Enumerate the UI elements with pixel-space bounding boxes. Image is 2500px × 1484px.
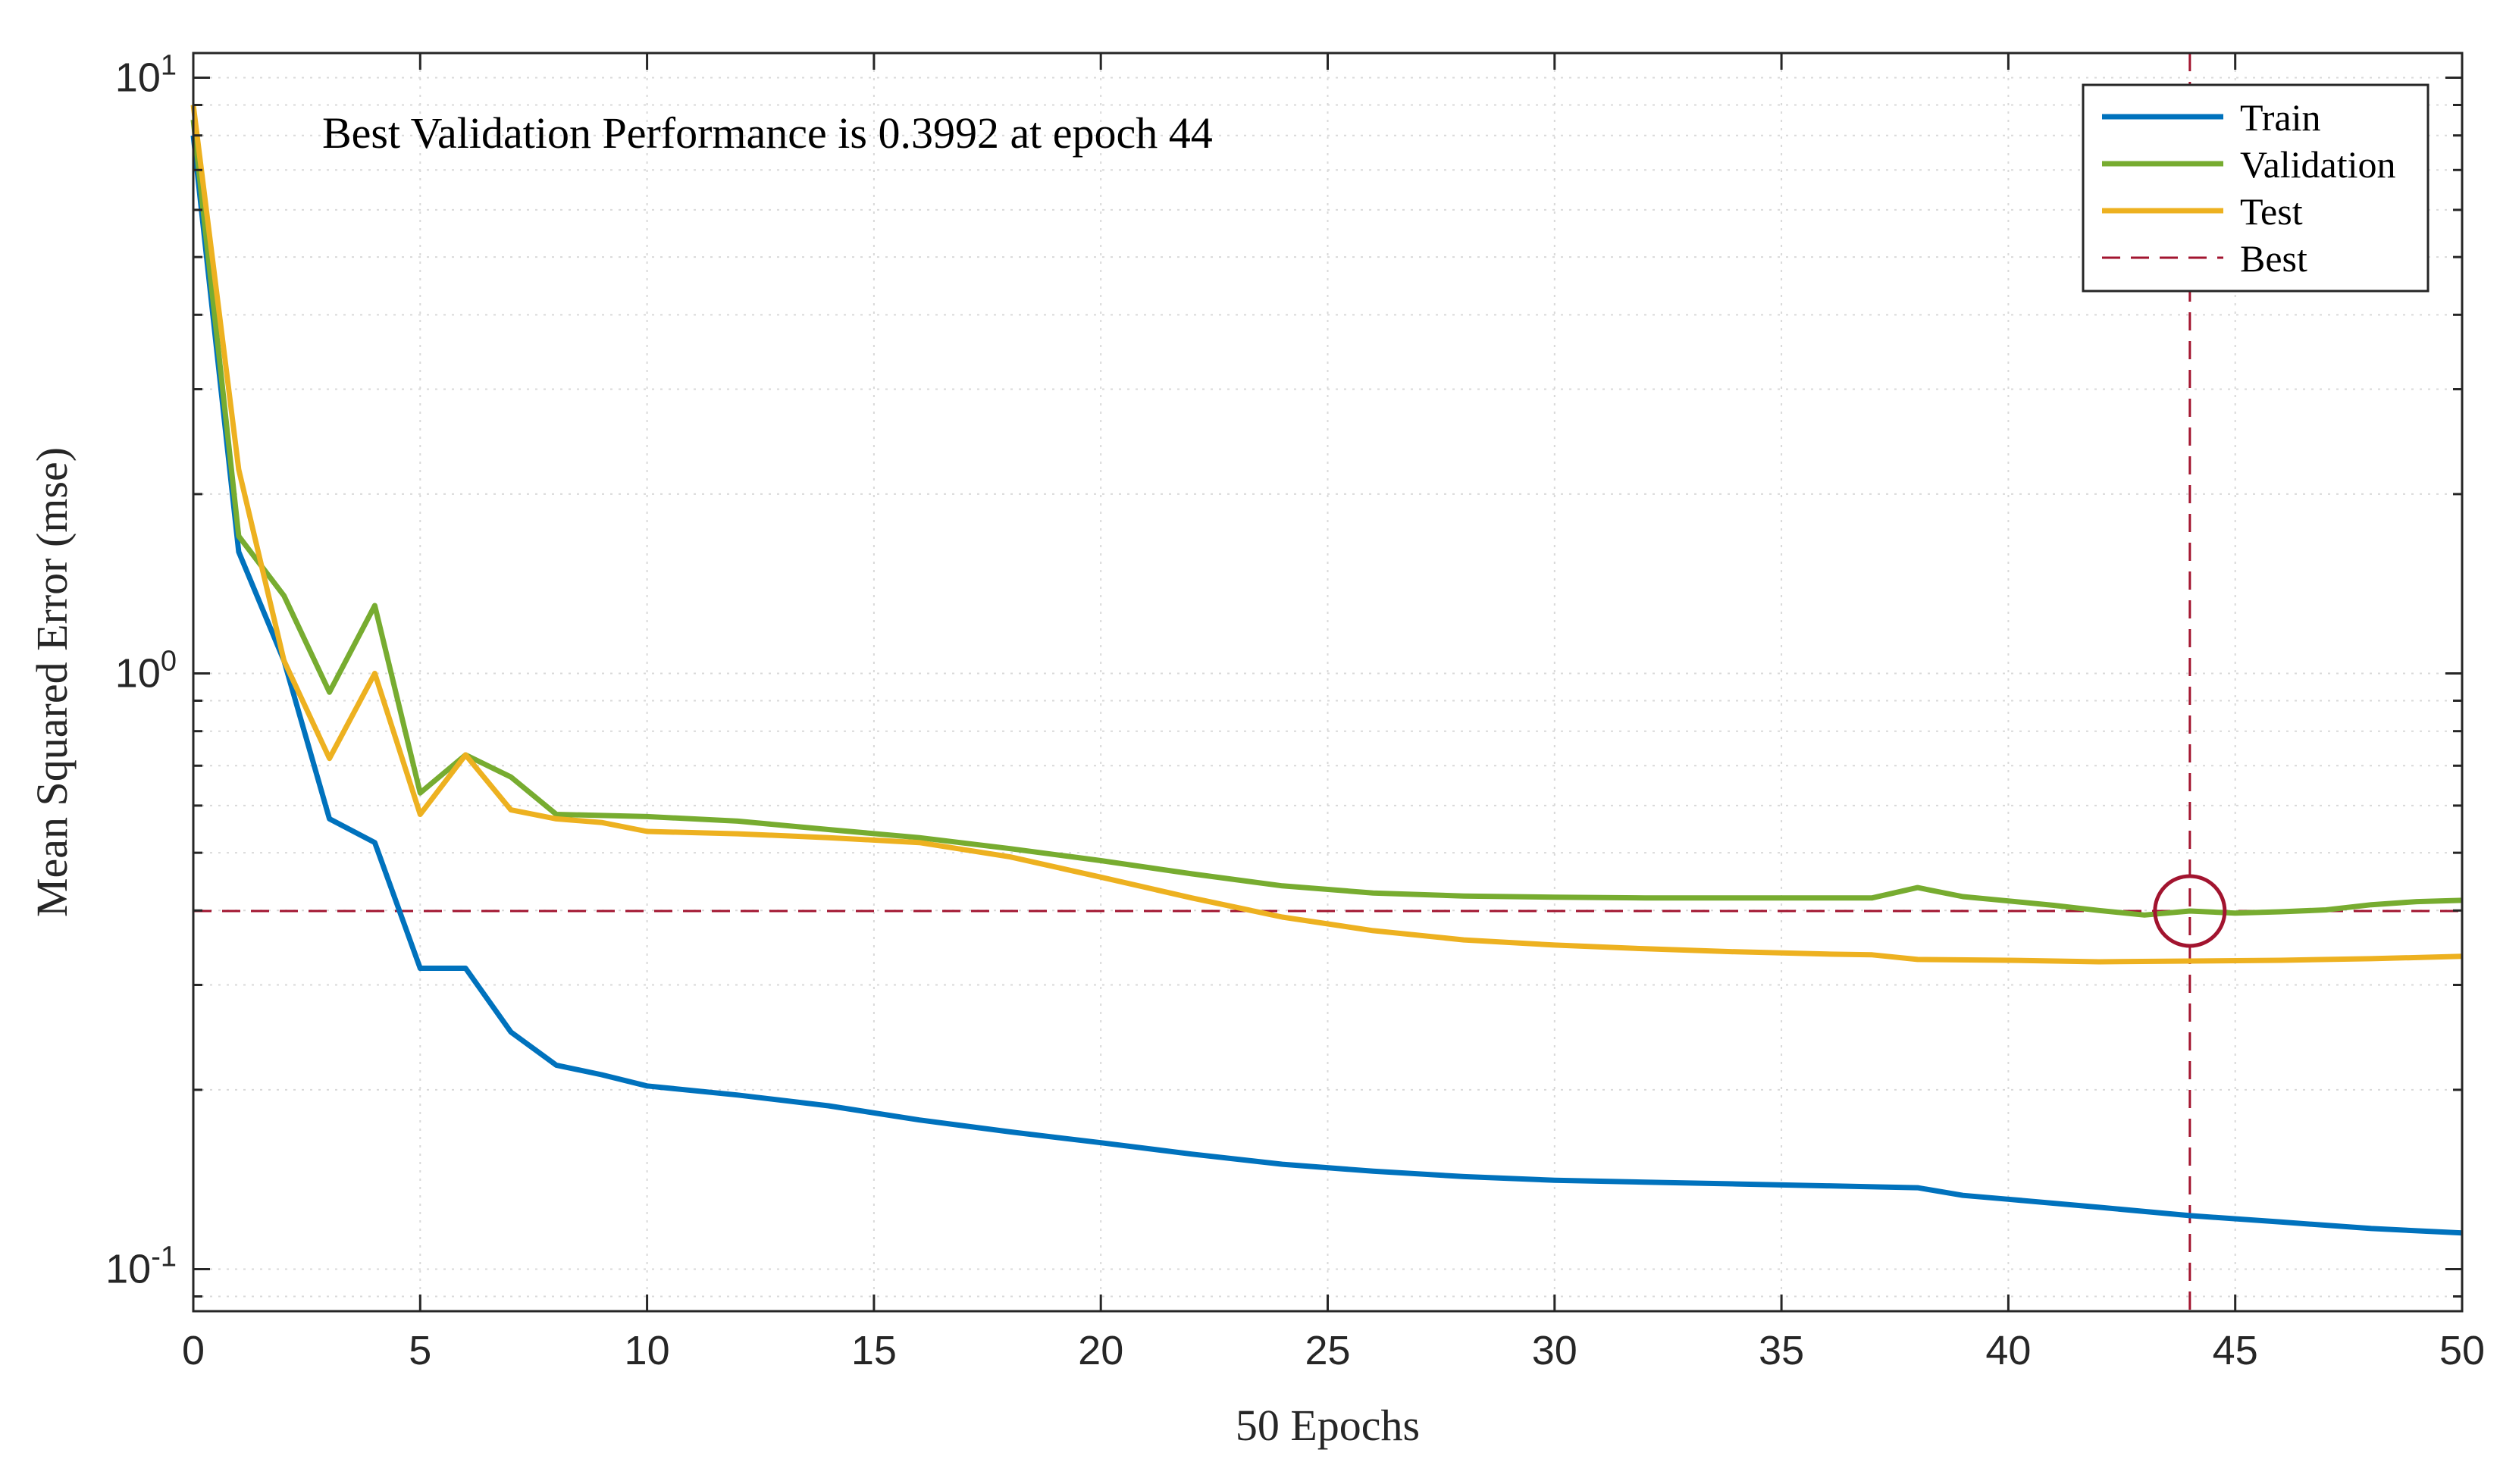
x-tick-label: 5 [409,1328,431,1373]
y-tick-base: 10 [115,651,161,697]
y-tick-exponent: -1 [151,1241,177,1273]
x-tick-label: 25 [1305,1328,1350,1373]
legend-label-test: Test [2240,190,2303,233]
series-line-test [190,105,2463,965]
x-tick-label: 20 [1078,1328,1123,1373]
legend-label-validation: Validation [2240,143,2396,186]
legend-label-best: Best [2240,237,2307,280]
y-tick-base: 10 [105,1247,151,1292]
x-tick-label: 30 [1532,1328,1577,1373]
x-tick-label: 50 [2439,1328,2485,1373]
x-tick-label: 15 [851,1328,897,1373]
best-performance-annotation: Best Validation Performance is 0.3992 at… [322,108,1213,158]
axis-ticks [192,53,2464,1311]
legend-label-train: Train [2240,96,2321,139]
y-tick-base: 10 [115,55,161,101]
x-tick-label: 0 [182,1328,205,1373]
y-tick-label: 101 [115,50,177,101]
y-tick-label: 10-1 [105,1241,177,1292]
series-lines [190,105,2463,1236]
x-tick-label: 40 [1985,1328,2031,1373]
grid [193,53,2463,1311]
y-axis-label: Mean Squared Error (mse) [27,447,77,917]
x-tick-label: 45 [2213,1328,2258,1373]
x-tick-labels: 0 5 10 15 20 25 30 35 40 45 50 [182,1328,2485,1373]
y-tick-exponent: 1 [161,50,177,82]
x-axis-label: 50 Epochs [1236,1401,1420,1450]
best-point-marker [2153,874,2227,948]
series-line-train [190,135,2463,1236]
x-tick-label: 10 [625,1328,670,1373]
y-tick-exponent: 0 [161,646,177,678]
y-tick-label: 100 [115,646,177,697]
x-tick-label: 35 [1759,1328,1804,1373]
